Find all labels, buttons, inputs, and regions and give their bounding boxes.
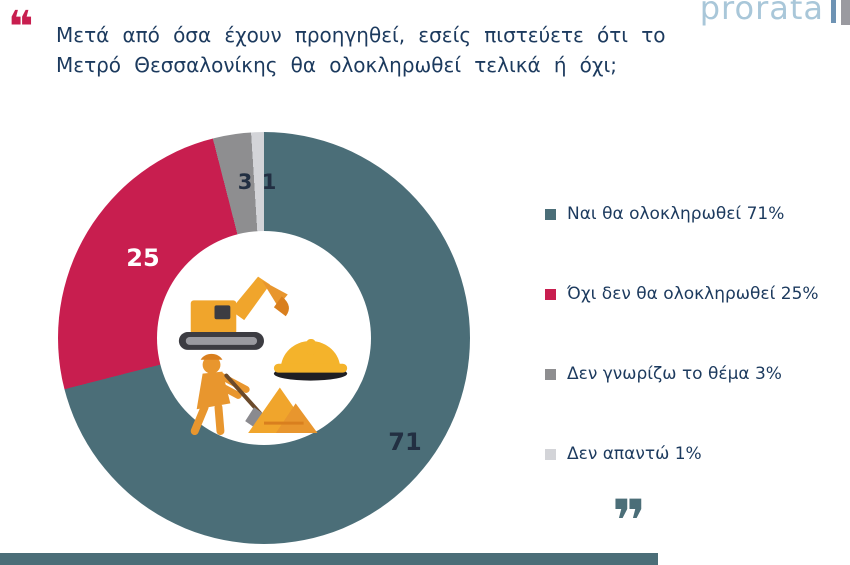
title-line-2: Μετρό Θεσσαλονίκης θα ολοκληρωθεί τελικά… xyxy=(56,53,617,77)
hardhat-icon xyxy=(273,338,348,381)
donut-hole xyxy=(157,231,371,445)
legend-swatch-yes xyxy=(545,208,556,220)
legend-label-dont-know: Δεν γνωρίζω το θέμα 3% xyxy=(567,364,782,384)
legend-item-no: Όχι δεν θα ολοκληρωθεί 25% xyxy=(545,284,819,304)
close-quote-icon: ❞ xyxy=(612,487,647,555)
legend-swatch-no-answer xyxy=(545,448,556,460)
slice-label-no: 25 xyxy=(126,244,160,272)
prorata-logo: prorata xyxy=(700,0,836,27)
slice-label-no-answer: 1 xyxy=(261,170,277,194)
bottom-accent-bar xyxy=(0,553,658,565)
donut-chart: 71 25 3 1 xyxy=(58,132,470,544)
legend-item-yes: Ναι θα ολοκληρωθεί 71% xyxy=(545,204,819,224)
title-line-1: Μετά από όσα έχουν προηγηθεί, εσείς πιστ… xyxy=(56,23,666,47)
legend-item-dont-know: Δεν γνωρίζω το θέμα 3% xyxy=(545,364,819,384)
open-quote-icon: ❝ xyxy=(8,2,34,53)
excavator-icon xyxy=(178,276,289,350)
legend-label-no-answer: Δεν απαντώ 1% xyxy=(567,444,702,464)
logo-bar-icon xyxy=(831,0,836,23)
legend-item-no-answer: Δεν απαντώ 1% xyxy=(545,444,819,464)
logo-text: prorata xyxy=(699,0,824,27)
legend-swatch-no xyxy=(545,288,556,300)
legend-label-yes: Ναι θα ολοκληρωθεί 71% xyxy=(567,204,785,224)
logo-mark-icon xyxy=(841,0,850,25)
survey-question-title: Μετά από όσα έχουν προηγηθεί, εσείς πιστ… xyxy=(56,20,666,80)
legend-label-no: Όχι δεν θα ολοκληρωθεί 25% xyxy=(567,284,819,304)
slice-label-yes: 71 xyxy=(388,428,422,456)
slice-label-dont-know: 3 xyxy=(237,170,253,194)
legend-swatch-dont-know xyxy=(545,368,556,380)
sand-pile-icon xyxy=(248,387,318,434)
chart-legend: Ναι θα ολοκληρωθεί 71% Όχι δεν θα ολοκλη… xyxy=(545,204,819,464)
construction-illustration xyxy=(178,276,348,436)
